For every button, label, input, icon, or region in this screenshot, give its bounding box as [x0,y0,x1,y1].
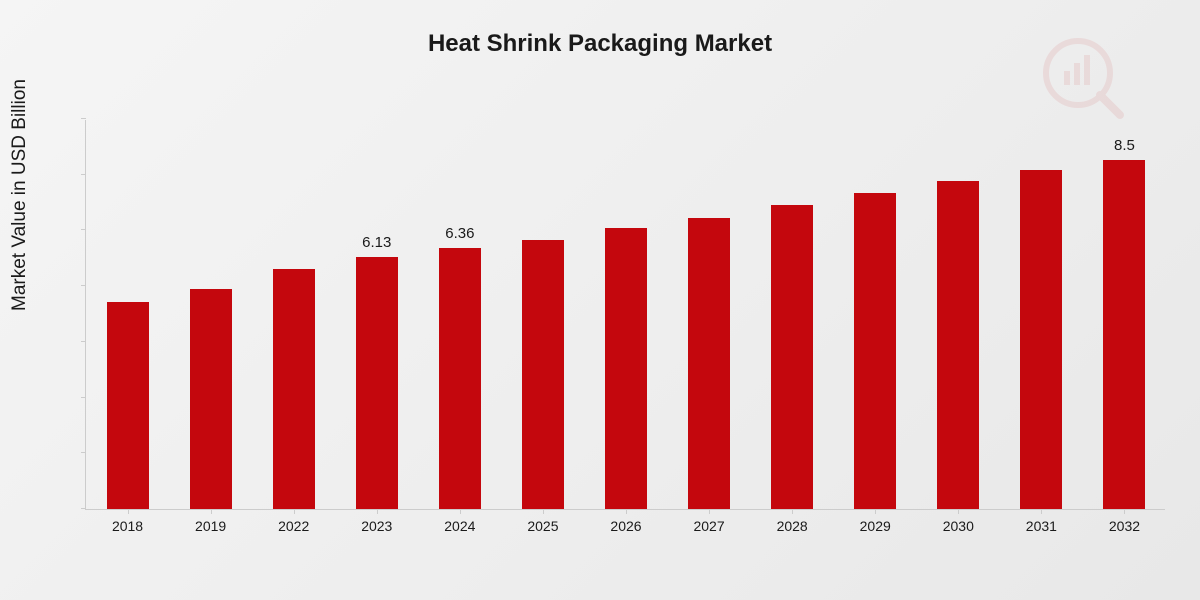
bar [605,228,647,509]
bar-value-label: 8.5 [1094,137,1154,154]
x-tick-label: 2024 [425,518,495,534]
bar [107,302,149,509]
bar [522,240,564,509]
x-tick-label: 2022 [259,518,329,534]
bar [190,289,232,509]
x-tick-label: 2018 [93,518,163,534]
plot-area: 20182019202220236.1320246.36202520262027… [85,120,1165,510]
bar-value-label: 6.13 [347,234,407,251]
x-tick-label: 2025 [508,518,578,534]
y-tick [81,508,86,509]
chart-container: 2018 2019 2022 2023 6.13 2024 6.36 2025 2026 2027… [75,120,1165,550]
bar [688,218,730,509]
x-tick [1041,509,1042,514]
chart-title: Heat Shrink Packaging Market [0,0,1200,58]
x-tick-label: 2031 [1006,518,1076,534]
x-tick [875,509,876,514]
x-tick [1124,509,1125,514]
bar-value-label: 6.36 [430,225,490,242]
x-tick [211,509,212,514]
x-tick-label: 2030 [923,518,993,534]
x-tick-label: 2028 [757,518,827,534]
bar [356,257,398,509]
y-tick [81,285,86,286]
x-tick [792,509,793,514]
bar [439,248,481,509]
bar [771,205,813,509]
x-tick-label: 2019 [176,518,246,534]
x-tick-label: 2023 [342,518,412,534]
y-tick [81,452,86,453]
x-tick-label: 2026 [591,518,661,534]
y-tick [81,229,86,230]
bar [854,193,896,509]
x-tick [460,509,461,514]
bar [1020,170,1062,509]
x-tick-label: 2029 [840,518,910,534]
y-tick [81,397,86,398]
x-tick [377,509,378,514]
x-tick [294,509,295,514]
bar [937,181,979,509]
x-tick [709,509,710,514]
y-axis-label: Market Value in USD Billion [9,79,31,311]
x-tick-label: 2027 [674,518,744,534]
watermark-logo [1040,35,1130,130]
y-tick [81,118,86,119]
bar [273,269,315,509]
x-tick [958,509,959,514]
x-tick-label: 2032 [1089,518,1159,534]
x-tick [543,509,544,514]
x-tick [626,509,627,514]
y-tick [81,174,86,175]
y-tick [81,341,86,342]
x-tick [128,509,129,514]
bar [1103,160,1145,509]
